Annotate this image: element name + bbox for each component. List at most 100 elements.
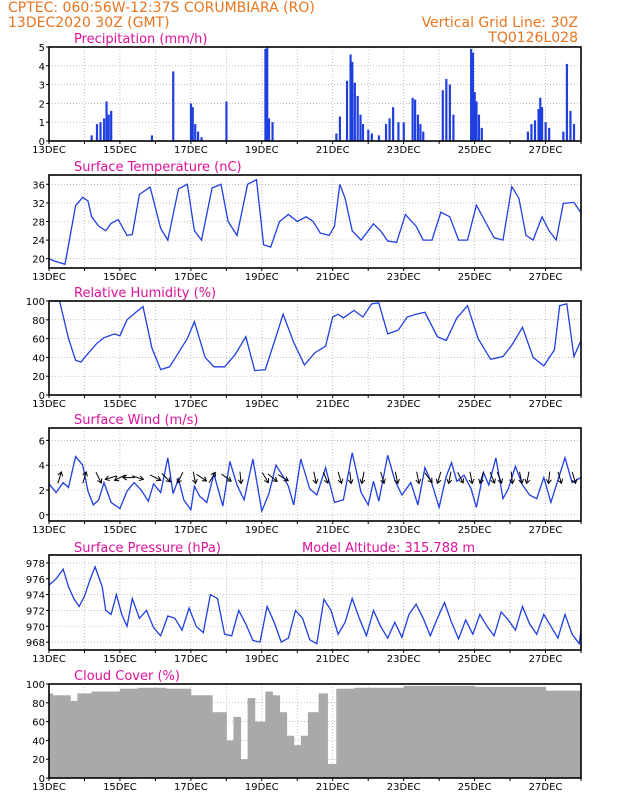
wind-title: Surface Wind (m/s) (74, 413, 198, 428)
cloud-panel: 0 20 40 60 80 100 13DEC 15DEC 17DEC 19DEC 21DEC 23D… (26, 669, 582, 793)
precip-bar (105, 101, 108, 141)
precip-bar (530, 124, 533, 141)
rh-ytick-label: 100 (26, 297, 45, 308)
precip-bar (110, 110, 113, 141)
wind-arrow (359, 471, 366, 485)
wind-arrow (161, 473, 171, 483)
precip-bar (414, 99, 417, 141)
wind-arrow (261, 472, 270, 484)
rh-xtick-label: 23DEC (387, 399, 421, 410)
wind-arrow-head (490, 478, 496, 485)
precip-bar (189, 103, 193, 141)
precip-bar (411, 97, 414, 141)
wind-arrow-shaft (349, 471, 352, 484)
precip-bar (419, 124, 422, 141)
cloud-bar (226, 740, 234, 778)
temp-ytick-label: 36 (32, 180, 45, 191)
cloud-ytick-label: 40 (32, 736, 45, 747)
precip-bar (353, 82, 356, 141)
wind-arrow (380, 471, 386, 485)
wind-arrow-shaft (424, 472, 433, 483)
cloud-bar (272, 695, 281, 778)
wind-arrow (267, 473, 278, 482)
wind-arrow (82, 470, 88, 484)
cloud-bar (300, 735, 309, 778)
wind-arrow-head (545, 479, 552, 485)
precip-bar (361, 124, 365, 141)
cloud-xtick-label: 19DEC (245, 782, 279, 793)
precip-bar (359, 114, 362, 141)
rh-ytick-label: 40 (32, 353, 45, 364)
precip-bar (349, 54, 352, 141)
pressure-xtick-label: 23DEC (387, 654, 421, 665)
wind-arrow (557, 471, 564, 485)
precip-bar (338, 116, 342, 141)
wind-arrow-head (283, 476, 290, 482)
wind-xtick-label: 25DEC (458, 525, 492, 536)
wind-arrow (191, 471, 198, 485)
wind-arrow-head (113, 475, 120, 482)
cloud-ytick-label: 100 (26, 680, 45, 691)
wind-arrow-shaft (114, 474, 126, 481)
wind-arrow-head (524, 478, 531, 485)
header-grid-line: Vertical Grid Line: 30Z (422, 15, 578, 31)
wind-arrow (322, 471, 330, 485)
wind-arrow-head (468, 478, 475, 485)
wind-arrow (415, 471, 422, 485)
rh-xtick-label: 15DEC (103, 399, 137, 410)
cloud-bar (91, 691, 121, 778)
precip-xtick-label: 25DEC (458, 145, 492, 156)
temp-ytick-label: 20 (32, 255, 45, 266)
precip-ytick-label: 2 (39, 99, 45, 110)
wind-arrow-shaft (510, 471, 513, 484)
pressure-ytick-label: 970 (26, 622, 45, 633)
cloud-bar (77, 693, 93, 778)
wind-ytick-label: 6 (39, 436, 45, 447)
precip-bar (99, 122, 102, 141)
precip-bar (172, 71, 175, 141)
wind-arrow-head (323, 478, 330, 485)
precip-bar (107, 114, 110, 141)
precip-ytick-label: 0 (39, 137, 45, 148)
wind-arrow-head (435, 478, 442, 485)
cloud-xtick-label: 13DEC (32, 782, 66, 793)
cloud-bar (233, 716, 242, 778)
wind-panel: 0 2 4 6 13DEC 15DEC 17DEC 19DEC 21DEC 23DEC 25DEC 2… (32, 413, 582, 536)
precip-ytick-label: 4 (39, 62, 45, 73)
wind-arrow-head (415, 478, 422, 485)
precip-xtick-label: 21DEC (316, 145, 350, 156)
precip-bar (533, 120, 537, 141)
pressure-xtick-label: 27DEC (529, 654, 563, 665)
precip-bar (475, 101, 478, 141)
precip-bar (416, 114, 420, 141)
wind-arrow-head (226, 476, 232, 482)
wind-arrow-head (478, 478, 484, 485)
cloud-bar (293, 745, 302, 778)
wind-arrow (221, 473, 232, 482)
cloud-xtick-label: 27DEC (529, 782, 563, 793)
wind-arrow-shaft (469, 471, 473, 484)
temp-xtick-label: 25DEC (458, 272, 492, 283)
temp-title: Surface Temperature (nC) (74, 160, 242, 175)
rh-xtick-label: 19DEC (245, 399, 279, 410)
temp-xtick-label: 15DEC (103, 272, 137, 283)
cloud-bar (474, 686, 547, 778)
rh-xtick-label: 21DEC (316, 399, 350, 410)
precip-xtick-label: 19DEC (245, 145, 279, 156)
cloud-bar (286, 735, 295, 778)
pressure-ytick-label: 968 (26, 638, 45, 649)
precip-bar (377, 135, 381, 141)
cloud-ytick-label: 0 (39, 774, 45, 785)
rh-xtick-label: 27DEC (529, 399, 563, 410)
cloud-xtick-label: 21DEC (316, 782, 350, 793)
wind-arrow-shaft (479, 471, 484, 484)
wind-arrow (347, 471, 354, 485)
temp-xtick-label: 27DEC (529, 272, 563, 283)
precip-bar (345, 80, 349, 141)
cloud-ytick-label: 20 (32, 755, 45, 766)
wind-arrow (468, 471, 475, 485)
cloud-xtick-label: 23DEC (387, 782, 421, 793)
cloud-frame (48, 683, 582, 779)
cloud-ytick-label: 80 (32, 699, 45, 710)
cloud-bar (336, 688, 355, 778)
